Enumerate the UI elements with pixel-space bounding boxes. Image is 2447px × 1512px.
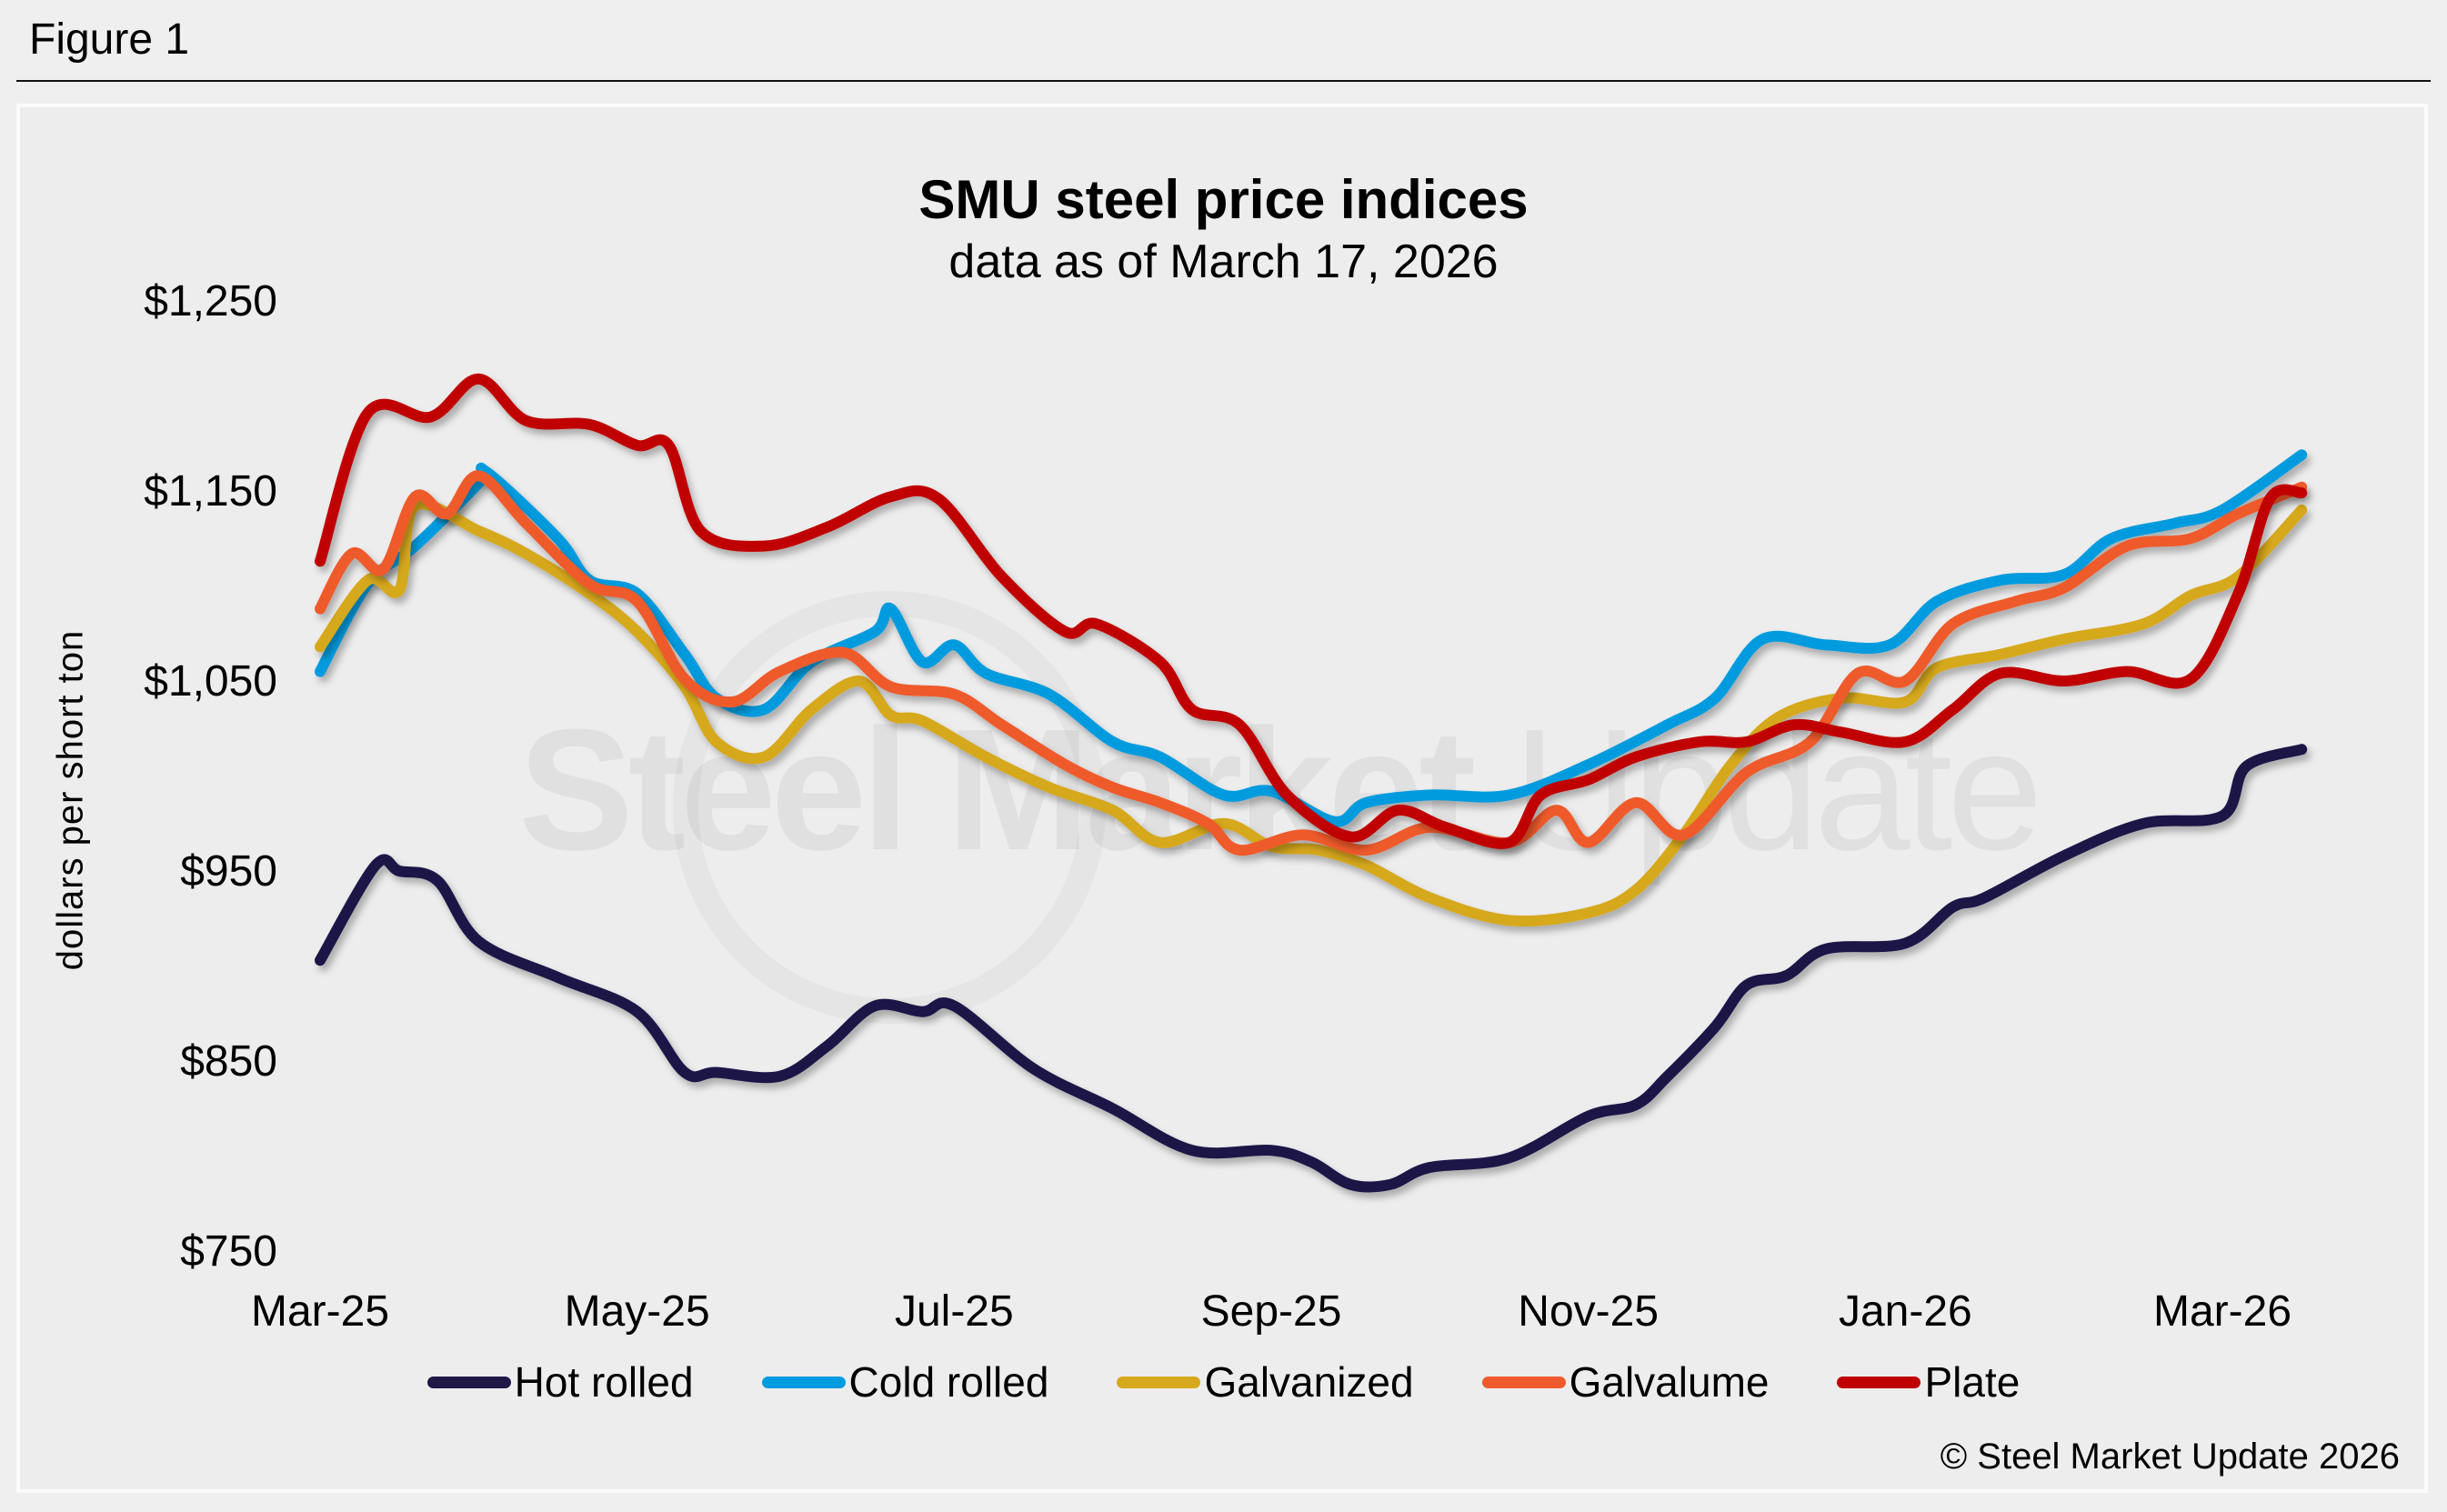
legend-label: Cold rolled	[848, 1358, 1049, 1406]
legend-item: Plate	[1837, 1357, 2020, 1407]
figure-divider	[16, 80, 2431, 82]
series-line-hot-rolled	[315, 744, 2308, 1193]
legend-swatch-icon	[1481, 1376, 1566, 1388]
x-tick-label: Mar-26	[2153, 1287, 2292, 1336]
series-line-galvalume	[315, 470, 2308, 856]
legend-swatch-icon	[1117, 1376, 1201, 1388]
series-lines	[315, 373, 2308, 1193]
figure-label: Figure 1	[29, 15, 190, 64]
chart-title: SMU steel price indices	[918, 169, 1529, 230]
legend-item: Hot rolled	[426, 1357, 694, 1407]
x-tick-label: May-25	[565, 1287, 710, 1336]
legend-item: Galvalume	[1481, 1357, 1770, 1407]
chart-subtitle: data as of March 17, 2026	[948, 235, 1499, 288]
y-tick-label: $1,050	[144, 657, 277, 706]
y-tick-label: $950	[180, 847, 277, 896]
x-tick-label: Jul-25	[895, 1287, 1014, 1336]
legend-label: Plate	[1924, 1358, 2021, 1406]
legend-label: Hot rolled	[514, 1358, 694, 1406]
legend-label: Galvalume	[1569, 1358, 1770, 1406]
y-axis: $750 $850 $950 $1,050 $1,150 $1,250	[144, 277, 277, 1276]
x-tick-label: Mar-25	[251, 1287, 389, 1336]
x-axis: Mar-25 May-25 Jul-25 Sep-25 Nov-25 Jan-26 Mar-…	[251, 1287, 2292, 1336]
series-line-cold-rolled	[315, 449, 2308, 827]
copyright-notice: © Steel Market Update 2026	[1940, 1437, 2400, 1477]
y-tick-label: $850	[180, 1037, 277, 1086]
legend-label: Galvanized	[1204, 1358, 1414, 1406]
legend-item: Cold rolled	[761, 1357, 1049, 1407]
y-tick-label: $1,250	[144, 277, 277, 325]
series-line-plate	[315, 373, 2308, 849]
legend-swatch-icon	[761, 1376, 846, 1388]
legend-swatch-icon	[426, 1376, 511, 1388]
legend: Hot rolled Cold rolled Galvanized Galvalume…	[0, 1357, 2447, 1407]
x-tick-label: Nov-25	[1518, 1287, 1659, 1336]
legend-item: Galvanized	[1117, 1357, 1414, 1407]
legend-swatch-icon	[1837, 1376, 1921, 1388]
x-tick-label: Sep-25	[1201, 1287, 1342, 1336]
series-line-galvanized	[315, 498, 2308, 927]
y-tick-label: $1,150	[144, 467, 277, 516]
x-tick-label: Jan-26	[1839, 1287, 1972, 1336]
y-tick-label: $750	[180, 1227, 277, 1276]
